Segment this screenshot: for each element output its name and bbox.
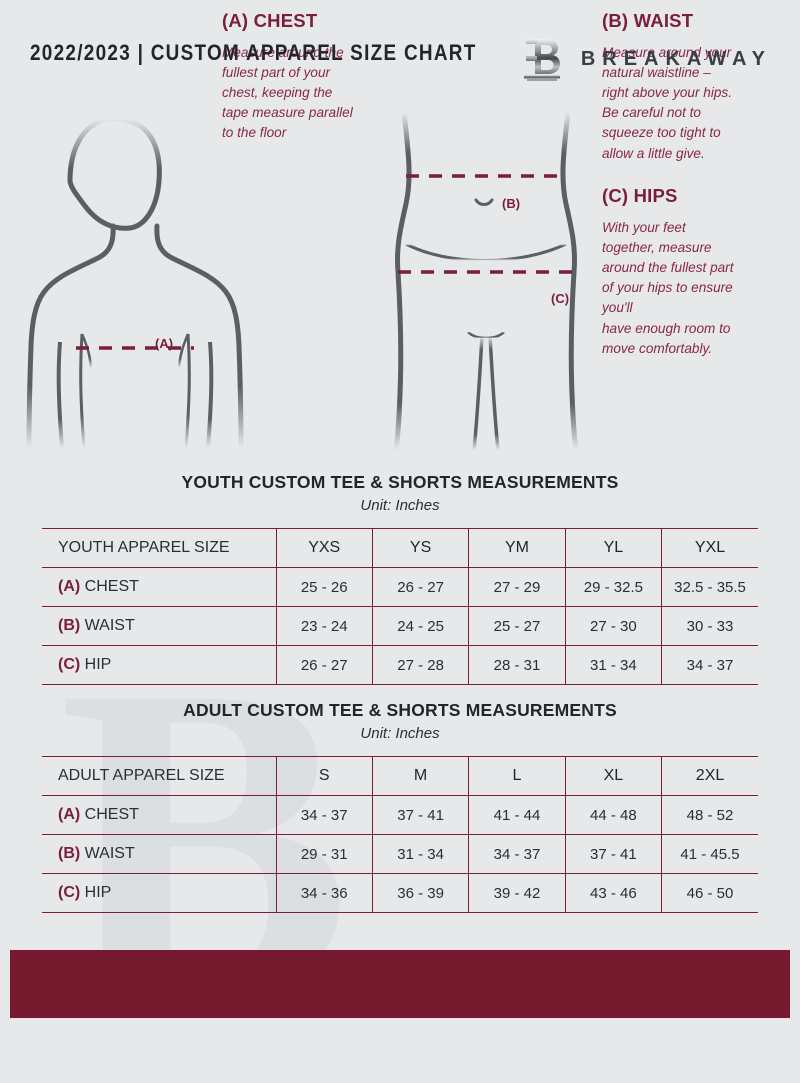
marker-label-a: (A) [155,336,174,351]
measurement-value: 41 - 44 [468,795,566,835]
measurement-value: 37 - 41 [372,795,470,835]
table-row: (B) WAIST 29 - 31 31 - 34 34 - 37 37 - 41 41 … [42,834,758,874]
measurement-value: 29 - 32.5 [565,567,663,607]
marker-label-c: (C) [551,291,570,306]
youth-section-unit: Unit: Inches [360,497,440,514]
measurement-value: 31 - 34 [372,834,470,874]
info-body-chest: Measure around the fullest part of your … [222,45,353,141]
size-column-header: M [372,756,470,796]
measurement-value: 27 - 28 [372,645,470,685]
size-column-header: XL [565,756,663,796]
measurement-label: (A) CHEST [42,567,277,607]
brand-lockup: BREAKAWAY [521,36,772,82]
measurement-tag: (A) [58,578,81,595]
lower-body-silhouette-icon [393,109,579,453]
measurement-value: 39 - 42 [468,873,566,913]
table-header-row: YOUTH APPAREL SIZE YXS YS YM YL YXL [42,528,758,568]
info-body-waist: Measure around your natural waistline – … [602,45,732,161]
measurement-value: 44 - 48 [565,795,663,835]
youth-section-title: YOUTH CUSTOM TEE & SHORTS MEASUREMENTS [181,472,619,492]
measurement-label: (B) WAIST [42,834,277,874]
info-block-hips: (C) HIPS With your feet together, measur… [602,185,782,359]
adult-size-table: ADULT APPAREL SIZE S M L XL 2XL (A) CHEST 34 - … [42,756,758,913]
table-row: (C) HIP 26 - 27 27 - 28 28 - 31 31 - 34 34 - … [42,645,758,685]
adult-section-unit: Unit: Inches [360,725,440,742]
measurement-label: (B) WAIST [42,606,277,646]
page-header: 2022/2023 | CUSTOM APPAREL SIZE CHART BR… [0,0,800,98]
measurement-value: 26 - 27 [372,567,470,607]
size-column-header: YS [372,528,470,568]
size-column-header: YL [565,528,663,568]
info-title-chest: (A) CHEST [222,10,318,31]
table-row: (B) WAIST 23 - 24 24 - 25 25 - 27 27 - 30 30 … [42,606,758,646]
apparel-size-header: ADULT APPAREL SIZE [42,756,277,796]
measurement-value: 23 - 24 [276,606,373,646]
apparel-size-header: YOUTH APPAREL SIZE [42,528,277,568]
measurement-value: 34 - 37 [661,645,758,685]
info-title-waist: (B) WAIST [602,10,694,31]
measurement-value: 41 - 45.5 [661,834,758,874]
adult-section-title: ADULT CUSTOM TEE & SHORTS MEASUREMENTS [183,700,617,720]
measurement-tag: (C) [58,656,81,673]
size-column-header: 2XL [661,756,758,796]
measurement-value: 30 - 33 [661,606,758,646]
measurement-label: (C) HIP [42,645,277,685]
info-body-hips: With your feet together, measure around … [602,220,734,356]
info-title-hips: (C) HIPS [602,185,678,206]
brand-name: BREAKAWAY [580,47,772,70]
measurement-tag: (A) [58,806,81,823]
measurement-tag: (B) [58,845,81,862]
measurement-value: 25 - 26 [276,567,373,607]
measurement-value: 32.5 - 35.5 [661,567,758,607]
measurement-value: 27 - 30 [565,606,663,646]
adult-section: ADULT CUSTOM TEE & SHORTS MEASUREMENTS U… [42,700,758,913]
measurement-value: 46 - 50 [661,873,758,913]
measurement-tag: (B) [58,617,81,634]
measurement-value: 36 - 39 [372,873,470,913]
measurement-value: 48 - 52 [661,795,758,835]
measurement-value: 26 - 27 [276,645,373,685]
breakaway-b-monogram-icon [523,39,560,81]
size-column-header: YM [468,528,566,568]
measurement-value: 37 - 41 [565,834,663,874]
measurement-label: (C) HIP [42,873,277,913]
table-row: (A) CHEST 34 - 37 37 - 41 41 - 44 44 - 48 48 … [42,795,758,835]
table-header-row: ADULT APPAREL SIZE S M L XL 2XL [42,756,758,796]
measurement-diagrams: (A) (B) (C) [0,96,800,466]
footer-bar [10,950,790,1018]
info-block-chest: (A) CHEST Measure around the fullest par… [222,10,397,144]
size-column-header: L [468,756,566,796]
measurement-value: 34 - 37 [276,795,373,835]
table-row: (A) CHEST 25 - 26 26 - 27 27 - 29 29 - 32.5 3… [42,567,758,607]
measurement-label: (A) CHEST [42,795,277,835]
page-title: 2022/2023 | CUSTOM APPAREL SIZE CHART [30,40,477,65]
measurement-value: 28 - 31 [468,645,566,685]
measurement-value: 25 - 27 [468,606,566,646]
size-column-header: S [276,756,373,796]
measurement-value: 43 - 46 [565,873,663,913]
info-block-waist: (B) WAIST Measure around your natural wa… [602,10,782,164]
measurement-value: 27 - 29 [468,567,566,607]
measurement-value: 31 - 34 [565,645,663,685]
upper-body-silhouette-icon [26,115,244,451]
measurement-tag: (C) [58,884,81,901]
table-row: (C) HIP 34 - 36 36 - 39 39 - 42 43 - 46 46 - … [42,873,758,913]
size-column-header: YXS [276,528,373,568]
size-column-header: YXL [661,528,758,568]
measurement-value: 34 - 36 [276,873,373,913]
marker-label-b: (B) [502,196,521,211]
youth-size-table: YOUTH APPAREL SIZE YXS YS YM YL YXL (A) CHEST 2… [42,528,758,685]
measurement-value: 34 - 37 [468,834,566,874]
measurement-value: 29 - 31 [276,834,373,874]
youth-section: YOUTH CUSTOM TEE & SHORTS MEASUREMENTS U… [42,472,758,685]
measurement-value: 24 - 25 [372,606,470,646]
